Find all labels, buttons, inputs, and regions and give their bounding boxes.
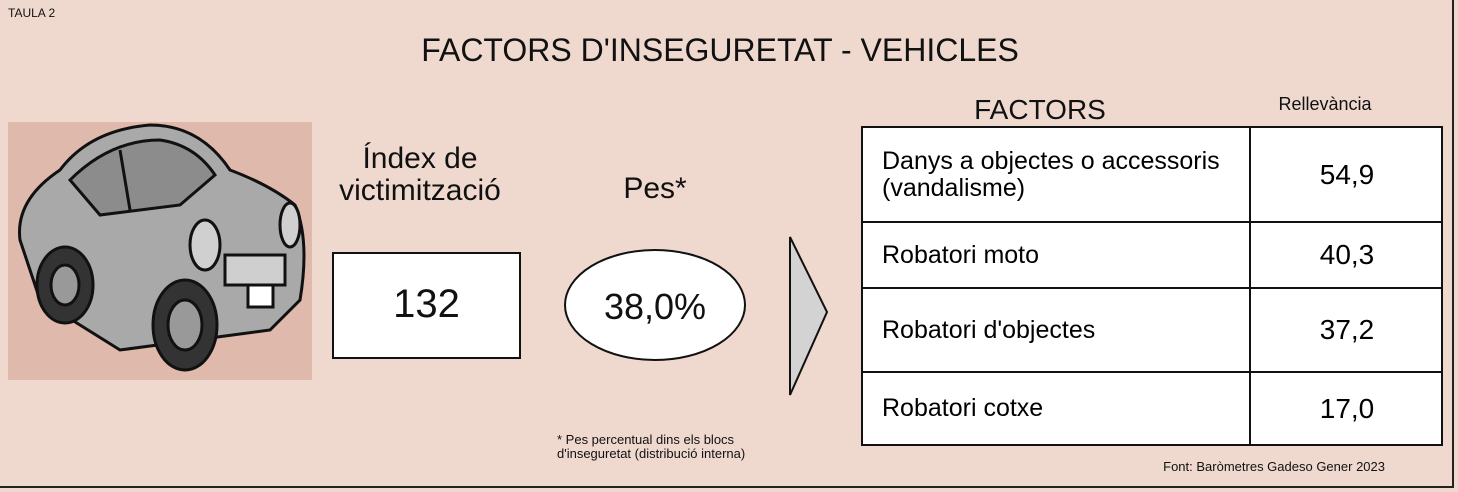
source: Font: Baròmetres Gadeso Gener 2023 (1000, 459, 1385, 474)
index-label: Índex de victimització (310, 143, 530, 206)
table-label: TAULA 2 (8, 6, 55, 20)
infographic: TAULA 2 FACTORS D'INSEGURETAT - VEHICLES… (0, 0, 1458, 492)
relevance-cell: 37,2 (1252, 288, 1442, 372)
relevance-cell: 54,9 (1252, 127, 1442, 222)
relevance-cell: 40,3 (1252, 222, 1442, 288)
column-header: FACTORS (900, 94, 1180, 126)
factor-cell: Robatori moto (882, 222, 1242, 288)
factor-cell: Robatori d'objectes (882, 288, 1242, 372)
footnote: * Pes percentual dins els blocs d'insegu… (557, 433, 797, 460)
weight-value: 38,0% (565, 286, 745, 328)
weight-label: Pes* (560, 172, 750, 206)
index-value: 132 (333, 282, 520, 327)
title: FACTORS D'INSEGURETAT - VEHICLES (0, 32, 1440, 69)
arrow (790, 237, 827, 395)
relevance-cell: 17,0 (1252, 372, 1442, 445)
factor-cell: Danys a objectes o accessoris (vandalism… (882, 127, 1242, 222)
column-header: Rellevància (1255, 94, 1395, 115)
factor-cell: Robatori cotxe (882, 372, 1242, 445)
